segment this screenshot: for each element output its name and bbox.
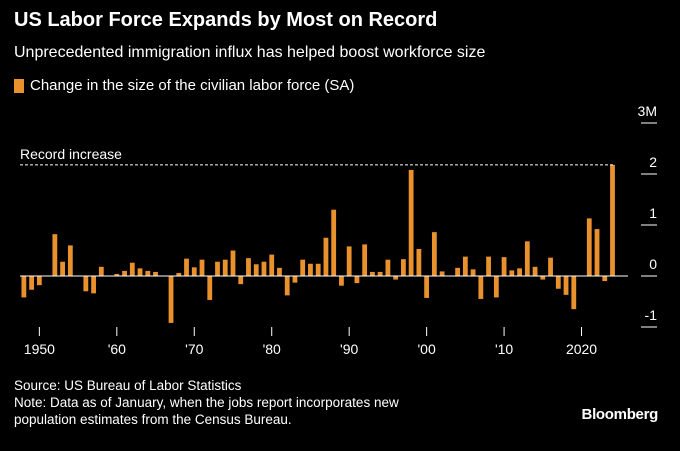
bar-1994: [377, 271, 383, 276]
bar-1998: [408, 169, 414, 276]
bar-2018: [563, 276, 569, 295]
legend-label: Change in the size of the civilian labor…: [30, 77, 355, 94]
bar-1977: [246, 258, 251, 276]
bar-1969: [184, 258, 189, 276]
bar-1962: [129, 262, 135, 276]
bar-2007: [478, 276, 484, 299]
bar-2013: [524, 241, 530, 276]
bar-1986: [315, 263, 321, 276]
source-note: Source: US Bureau of Labor Statistics: [14, 378, 242, 393]
bar-1970: [191, 267, 197, 276]
bar-1967: [168, 276, 174, 323]
chart-title: US Labor Force Expands by Most on Record: [14, 9, 438, 31]
bar-2009: [493, 276, 499, 298]
bar-2016: [548, 257, 553, 276]
bar-1983: [292, 276, 298, 283]
bar-1958: [98, 266, 104, 276]
bar-2005: [462, 256, 468, 276]
bar-1956: [83, 276, 89, 292]
bar-1995: [385, 259, 391, 276]
bar-2024: [610, 164, 615, 276]
bar-1960: [114, 273, 120, 276]
bar-1984: [300, 259, 306, 276]
bar-2001: [431, 232, 437, 276]
bar-1991: [354, 276, 360, 284]
bar-1948: [21, 276, 27, 298]
bar-2008: [486, 256, 491, 276]
bar-1976: [238, 276, 244, 285]
footnote-line-2: population estimates from the Census Bur…: [14, 412, 292, 427]
y-tick-label-0: 0: [649, 256, 657, 272]
bar-1978: [253, 264, 259, 276]
bloomberg-logo: Bloomberg: [581, 406, 659, 423]
bar-1949: [29, 276, 35, 290]
y-tick-label-3: 3M: [638, 103, 657, 119]
x-tick-label-2010: '10: [495, 341, 513, 357]
bar-2000: [424, 276, 430, 298]
x-tick-label-1950: 1950: [24, 341, 55, 357]
bar-2014: [532, 266, 538, 276]
bar-1965: [153, 271, 158, 276]
chart-footer: Source: US Bureau of Labor Statistics No…: [14, 377, 399, 428]
bar-1957: [91, 276, 96, 294]
footnote-line-1: Note: Data as of January, when the jobs …: [14, 395, 399, 410]
bar-1952: [52, 234, 58, 276]
bar-1980: [269, 254, 275, 276]
bar-1972: [207, 276, 213, 300]
x-tick-label-1980: '80: [263, 341, 281, 357]
bar-2023: [602, 276, 608, 282]
bar-2022: [594, 229, 600, 276]
bar-1992: [362, 244, 368, 276]
bar-1982: [284, 276, 290, 296]
bar-1961: [122, 270, 127, 276]
bar-2017: [555, 276, 561, 289]
bar-1996: [393, 276, 399, 280]
bar-1999: [416, 248, 422, 276]
bar-1950: [36, 276, 42, 286]
bar-1979: [261, 261, 267, 276]
bar-1964: [145, 270, 151, 276]
bar-2021: [586, 218, 592, 276]
bar-1985: [308, 263, 313, 276]
x-tick-label-1960: '60: [108, 341, 126, 357]
record-label: Record increase: [20, 146, 122, 162]
bar-2006: [470, 269, 476, 276]
bar-2011: [509, 270, 515, 276]
bar-1981: [277, 267, 282, 276]
y-tick-label-1: 1: [649, 205, 657, 221]
x-tick-label-1970: '70: [185, 341, 203, 357]
bar-1988: [331, 209, 337, 276]
legend-swatch: [14, 78, 24, 93]
legend: Change in the size of the civilian labor…: [14, 77, 354, 94]
bar-1963: [137, 268, 143, 276]
bar-1971: [199, 259, 205, 276]
x-tick-label-2000: '00: [417, 341, 435, 357]
bar-2015: [540, 276, 546, 280]
x-tick-label-1990: '90: [340, 341, 358, 357]
bar-1954: [67, 245, 73, 276]
bar-1974: [222, 259, 228, 276]
bar-1973: [215, 261, 220, 276]
bar-2010: [501, 257, 507, 276]
bar-2002: [439, 271, 445, 276]
bar-2019: [571, 276, 577, 310]
bar-2012: [517, 268, 522, 276]
bar-1953: [60, 261, 65, 276]
bar-2004: [455, 267, 460, 276]
x-tick-label-2020: 2020: [566, 341, 597, 357]
bar-1987: [323, 237, 329, 276]
bar-1989: [339, 276, 344, 286]
y-tick-label--1: -1: [645, 307, 658, 323]
y-tick-label-2: 2: [649, 154, 657, 170]
bar-1993: [370, 271, 375, 276]
chart-subtitle: Unprecedented immigration influx has hel…: [14, 44, 486, 61]
bar-1997: [400, 259, 406, 276]
bar-1990: [346, 246, 352, 276]
bar-1968: [176, 272, 182, 276]
bar-1975: [230, 250, 236, 276]
